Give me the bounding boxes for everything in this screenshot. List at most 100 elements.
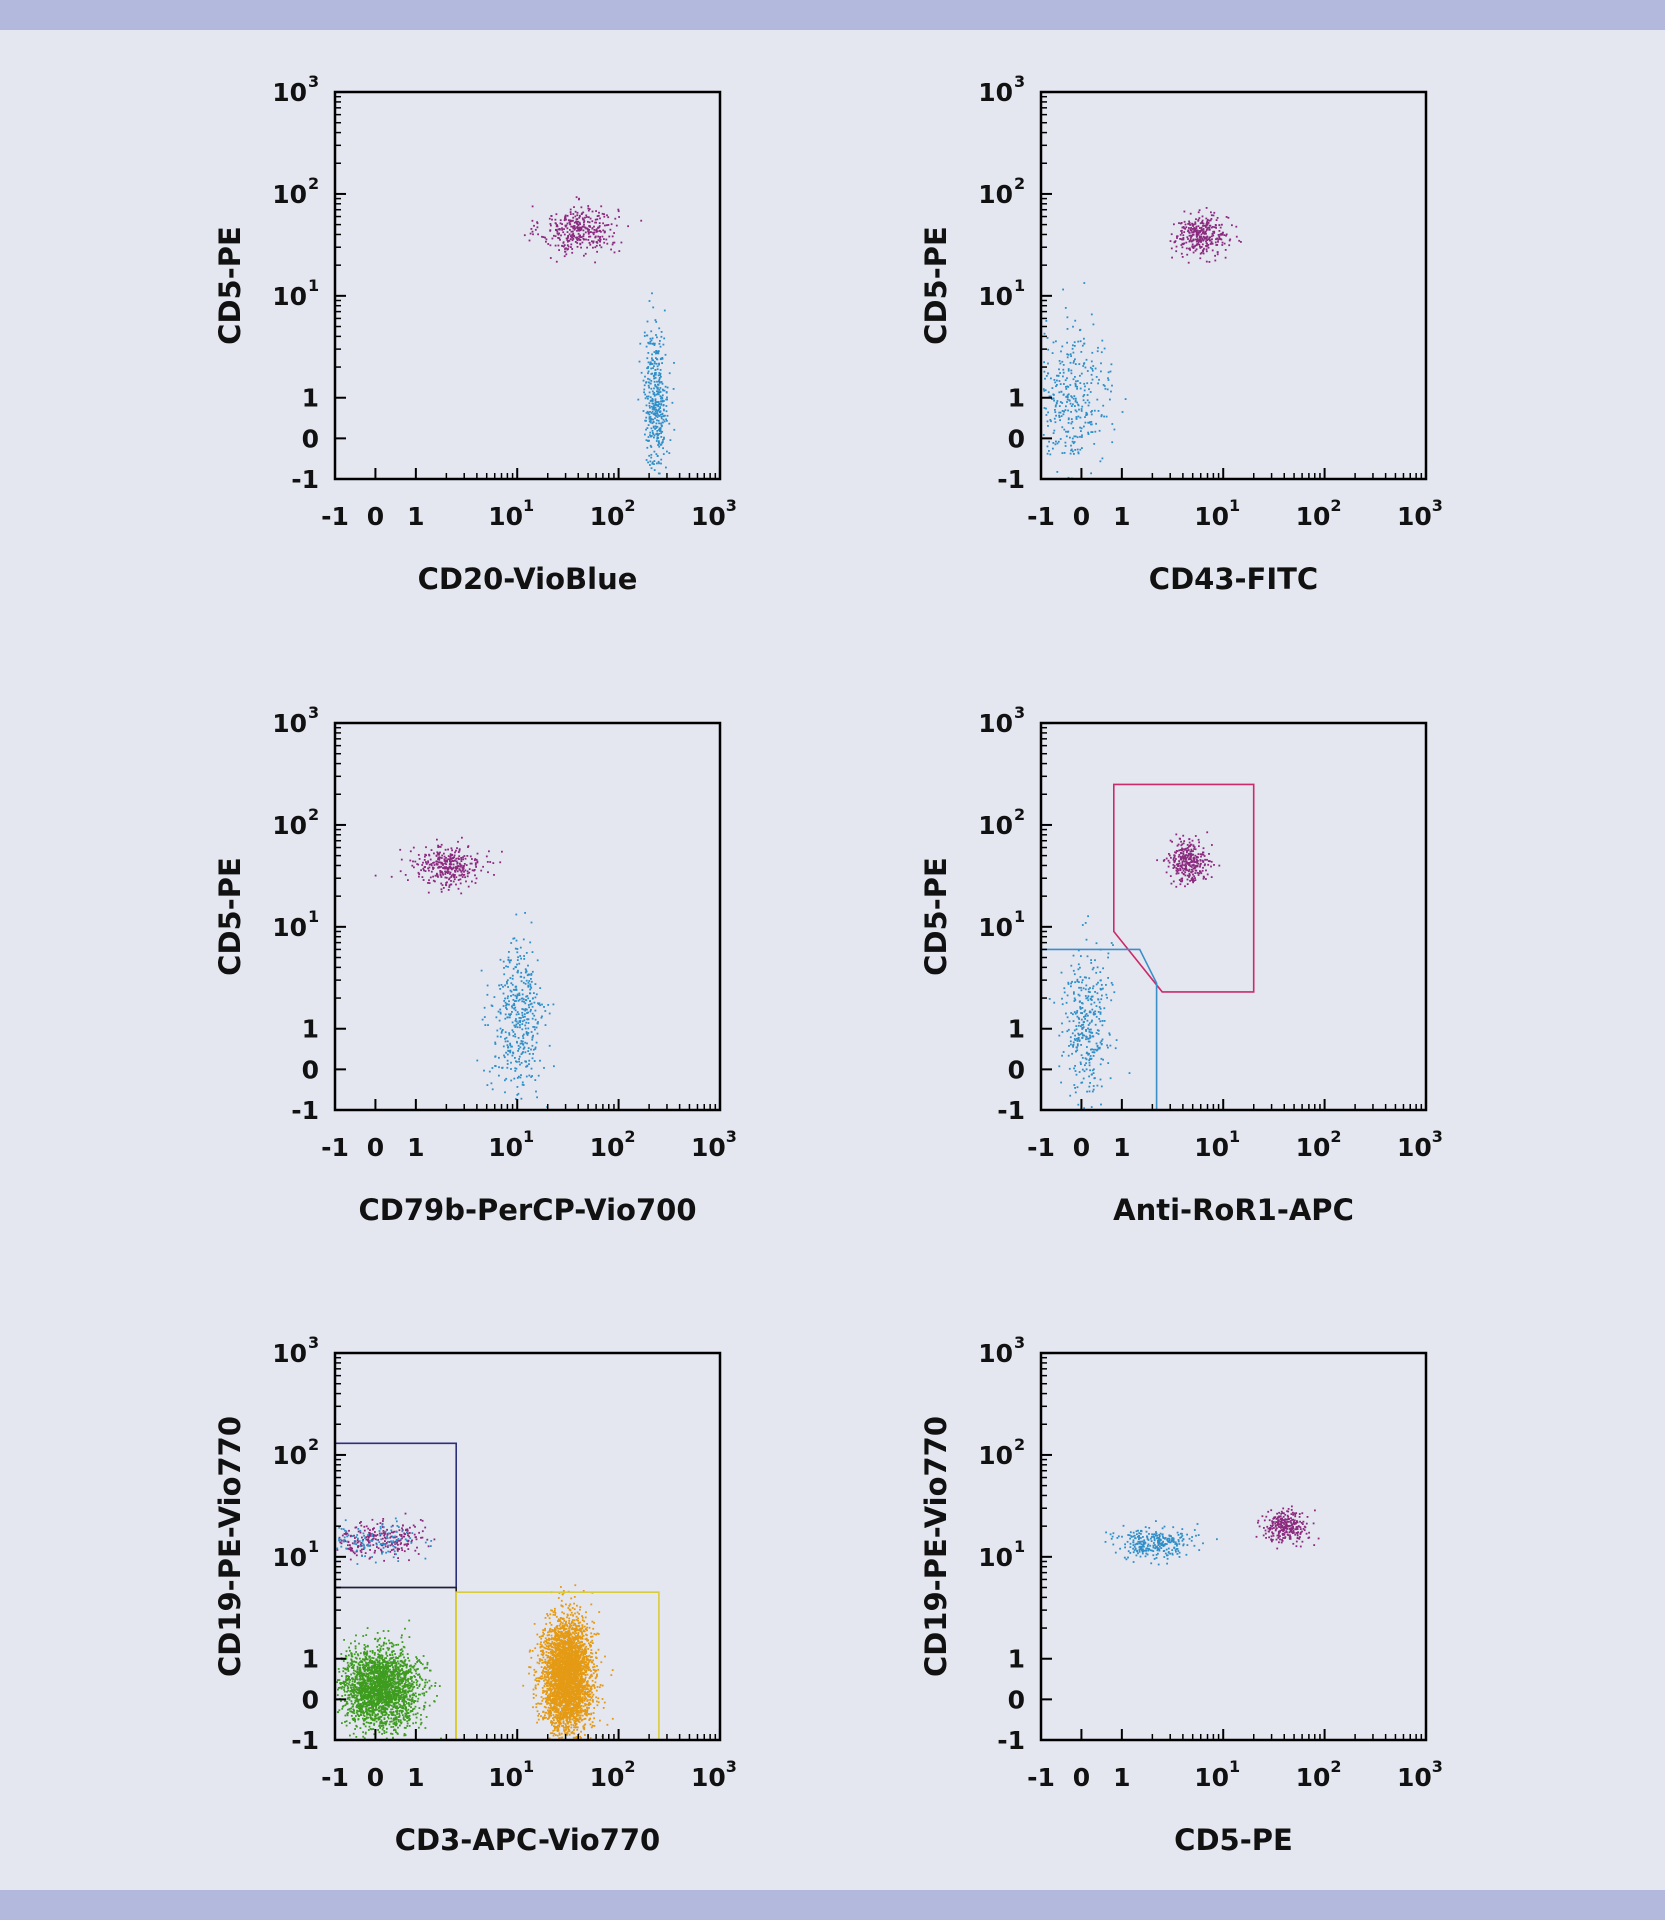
event-dot [1091,1032,1094,1034]
event-dot [1076,1049,1079,1052]
event-dot [1091,1048,1093,1051]
event-dot [1067,368,1070,370]
event-dot [356,1713,359,1716]
event-dot [1074,400,1077,403]
event-dot [354,1640,356,1643]
event-dot [599,244,601,247]
event-dot [1079,387,1082,390]
event-dot [432,875,434,878]
event-dot [1085,411,1088,414]
event-dot [1171,840,1173,843]
event-dot [391,1698,393,1701]
event-dot [452,867,454,870]
event-dot [508,1033,511,1036]
event-dot [568,233,571,236]
event-dot [450,883,453,886]
event-dot [429,1545,432,1547]
event-dot [449,873,451,875]
event-dot [1213,211,1216,214]
event-dot [337,1668,340,1670]
event-dot [445,863,448,866]
event-dot [1089,1069,1091,1072]
event-dot [340,1687,343,1690]
event-dot [1078,408,1080,411]
event-dot [1061,997,1063,1000]
event-dot [1194,877,1196,879]
event-dot [658,363,660,366]
event-dot [576,229,578,232]
event-dot [349,1558,352,1561]
event-dot [647,372,649,375]
event-dot [417,863,420,866]
event-dot [368,1707,371,1709]
event-dot [655,321,658,323]
event-dot [650,435,652,438]
y-tick-exponent: 3 [308,703,319,722]
event-dot [650,387,653,390]
event-dot [394,1660,396,1663]
event-dot [531,205,534,208]
x-tick-label: 101 [1194,496,1240,531]
event-dot [418,1673,421,1676]
event-dot [1184,863,1187,866]
event-dot [562,231,565,234]
event-dot [339,1541,342,1544]
event-dot [1186,883,1189,885]
event-dot [1170,233,1173,236]
event-dot [346,1532,349,1535]
event-dot [1215,227,1217,229]
event-dot [1071,437,1074,440]
event-dot [1095,1005,1098,1007]
event-dot [655,422,658,425]
event-dot [1181,232,1183,234]
event-dot [413,1693,415,1696]
event-dot [404,1543,407,1546]
event-dot [647,370,650,373]
event-dot [1197,874,1200,876]
event-dot [387,1544,389,1547]
event-dot [356,1725,358,1728]
event-dot [362,1735,365,1738]
event-dot [650,453,653,456]
event-dot [556,230,559,233]
event-dot [445,876,448,879]
event-dot [1091,1069,1094,1072]
event-dot [1199,247,1202,249]
event-dot [1100,988,1102,991]
event-dot [522,1048,525,1050]
event-dot [1072,1041,1075,1044]
event-dot [440,1737,442,1740]
event-dot [438,845,441,848]
event-dot [1073,1011,1076,1013]
event-dot [1070,411,1072,413]
event-dot [582,229,585,232]
event-dot [532,233,534,236]
event-dot [1091,1035,1094,1038]
event-dot [653,360,656,363]
event-dot [427,860,429,863]
event-dot [655,408,657,411]
event-dot [658,445,661,448]
event-dot [475,877,478,880]
event-dot [362,1663,365,1666]
event-dot [651,399,653,402]
event-dot [533,1014,536,1017]
event-dot [536,222,539,225]
event-dot [660,396,663,399]
event-dot [421,1536,424,1539]
event-dot [458,849,461,852]
event-dot [1048,998,1051,1000]
event-dot [345,1720,348,1723]
event-dot [1228,244,1231,247]
event-dot [1186,850,1188,852]
event-dot [1175,869,1178,872]
event-dot [1061,1031,1064,1033]
event-dot [460,857,463,859]
event-dot [464,857,467,860]
event-dot [414,1525,416,1528]
event-dot [673,362,675,364]
event-dot [582,233,585,236]
event-dot [338,1709,341,1712]
event-dot [502,985,504,988]
event-dot [661,441,664,443]
